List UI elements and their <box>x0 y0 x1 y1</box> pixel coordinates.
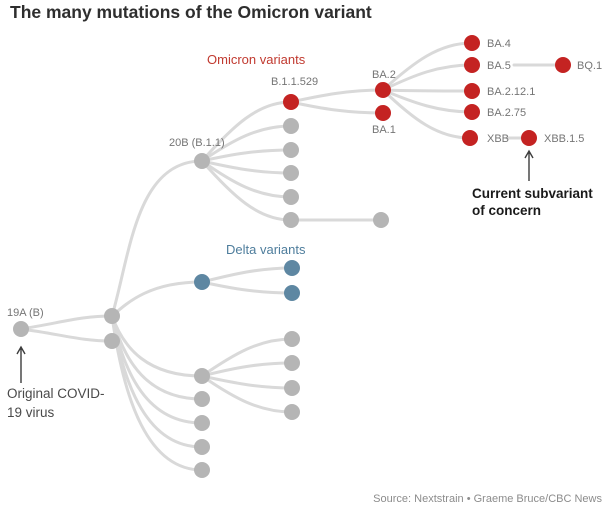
tree-edge-19 <box>381 41 474 92</box>
group-labels: Omicron variants Delta variants <box>207 52 306 257</box>
node-hub <box>104 308 120 324</box>
origin-arrow-icon <box>16 345 26 383</box>
node-lower-3 <box>194 415 210 431</box>
tree-edge-11 <box>200 124 293 163</box>
node-xbb <box>462 130 478 146</box>
tree-edge-1 <box>19 314 114 331</box>
node-20b <box>194 153 210 169</box>
tree-edge-3 <box>110 159 204 318</box>
source-credit: Source: Nextstrain • Graeme Bruce/CBC Ne… <box>373 493 602 505</box>
tree-edge-4 <box>110 280 204 318</box>
node-ba2 <box>375 82 391 98</box>
label-ba2-75: BA.2.75 <box>487 107 526 119</box>
node-fan-child-4 <box>284 404 300 420</box>
node-labels: 19A (B) 20B (B.1.1) B.1.1.529 BA.2 BA.1 … <box>7 38 602 319</box>
page-title: The many mutations of the Omicron varian… <box>10 2 372 22</box>
concern-annotation-line1: Current subvariant <box>472 186 593 201</box>
tree-edge-23 <box>381 88 472 140</box>
node-lower-4 <box>194 439 210 455</box>
tree-edge-15 <box>200 159 293 222</box>
node-fan <box>194 368 210 384</box>
tree-edge-31 <box>200 374 294 414</box>
tree-edge-27 <box>200 280 294 295</box>
label-xbb-1-5: XBB.1.5 <box>544 133 584 145</box>
tree-edge-18 <box>289 100 385 115</box>
concern-arrow-icon <box>524 149 534 181</box>
tree-edge-12 <box>200 148 293 163</box>
node-20b-child-2 <box>283 142 299 158</box>
node-lower-2 <box>194 391 210 407</box>
label-ba5: BA.5 <box>487 60 511 72</box>
tree-edge-29 <box>200 361 294 378</box>
node-20b-child-1 <box>283 118 299 134</box>
tree-edge-28 <box>200 337 294 378</box>
node-20b-child-4 <box>283 189 299 205</box>
delta-variants-label: Delta variants <box>226 242 306 257</box>
tree-edge-14 <box>200 159 293 199</box>
origin-annotation-line1: Original COVID- <box>7 386 105 401</box>
node-ba4 <box>464 35 480 51</box>
node-fan-child-2 <box>284 355 300 371</box>
node-fan-child-3 <box>284 380 300 396</box>
label-ba2-12-1: BA.2.12.1 <box>487 86 535 98</box>
concern-annotation-line2: of concern <box>472 203 541 218</box>
node-ba2-12-1 <box>464 83 480 99</box>
node-ba5 <box>464 57 480 73</box>
node-hub-sibling <box>104 333 120 349</box>
tree-edge-13 <box>200 159 293 175</box>
node-fan-child-1 <box>284 331 300 347</box>
node-delta <box>194 274 210 290</box>
node-lower-5 <box>194 462 210 478</box>
node-19a <box>13 321 29 337</box>
label-xbb: XBB <box>487 133 509 145</box>
origin-annotation: Original COVID- 19 virus <box>7 345 105 420</box>
label-b11529: B.1.1.529 <box>271 76 318 88</box>
label-ba4: BA.4 <box>487 38 511 50</box>
tree-edge-5 <box>110 314 204 378</box>
node-20b-grandchild <box>373 212 389 228</box>
node-20b-child-3 <box>283 165 299 181</box>
tree-nodes <box>13 35 571 478</box>
tree-edge-21 <box>381 88 474 93</box>
node-ba1 <box>375 105 391 121</box>
tree-edge-2 <box>19 327 114 343</box>
node-20b-child-5 <box>283 212 299 228</box>
tree-edge-22 <box>381 88 474 114</box>
tree-edge-20 <box>381 63 474 92</box>
label-20b: 20B (B.1.1) <box>169 137 225 149</box>
tree-edge-10 <box>200 100 293 163</box>
node-delta-child-2 <box>284 285 300 301</box>
origin-annotation-line2: 19 virus <box>7 405 55 420</box>
tree-edge-30 <box>200 374 294 390</box>
tree-edge-26 <box>200 266 294 284</box>
label-ba1: BA.1 <box>372 124 396 136</box>
node-xbb-1-5 <box>521 130 537 146</box>
label-ba2: BA.2 <box>372 69 396 81</box>
node-b11529 <box>283 94 299 110</box>
concern-annotation: Current subvariant of concern <box>472 149 593 218</box>
omicron-variants-label: Omicron variants <box>207 52 306 67</box>
node-ba2-75 <box>464 104 480 120</box>
tree-edges <box>19 41 558 472</box>
label-19a: 19A (B) <box>7 307 44 319</box>
node-bq1 <box>555 57 571 73</box>
node-delta-child-1 <box>284 260 300 276</box>
tree-edge-17 <box>289 88 385 104</box>
label-bq1: BQ.1 <box>577 60 602 72</box>
